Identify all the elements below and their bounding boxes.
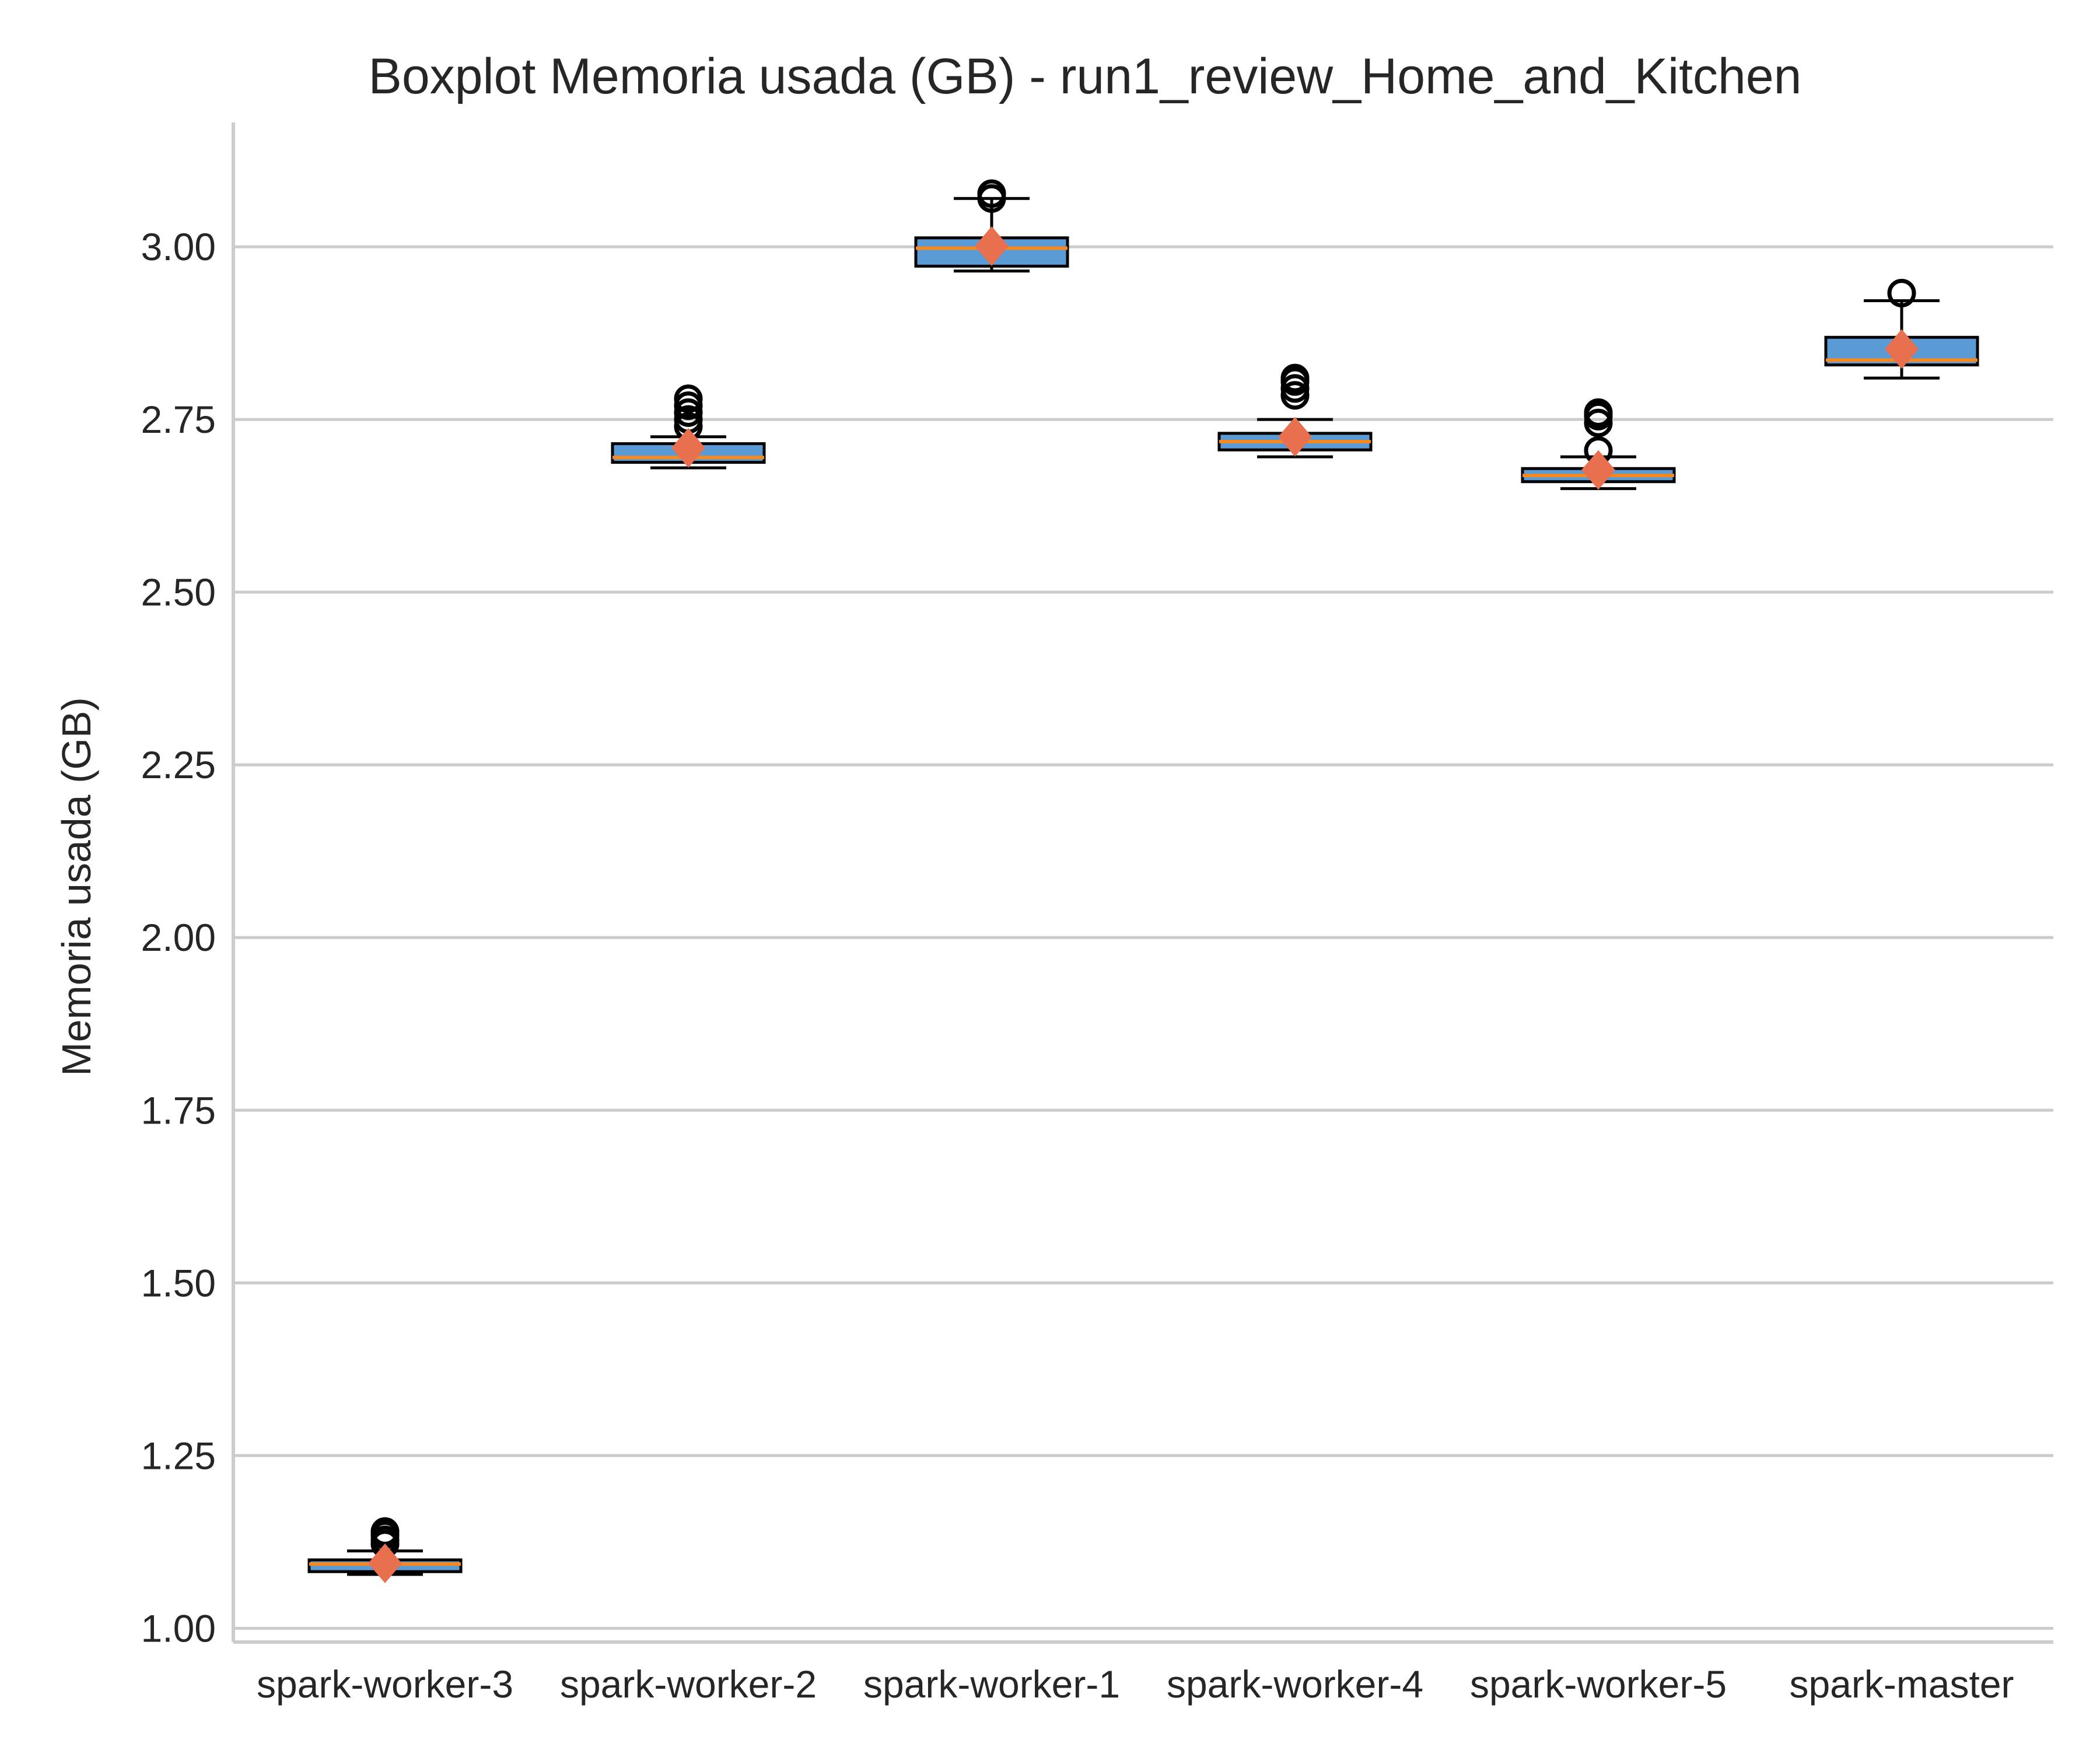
x-tick-label: spark-worker-3 <box>257 1662 513 1706</box>
box-spark-worker-1 <box>914 179 1069 273</box>
x-tick-label: spark-worker-4 <box>1167 1662 1423 1706</box>
mean-marker <box>1278 416 1312 457</box>
axes <box>232 123 2053 1644</box>
y-tick-label: 2.50 <box>141 570 216 614</box>
outlier-point <box>1887 278 1916 307</box>
outlier-point <box>977 179 1006 208</box>
y-tick-label: 3.00 <box>141 225 216 268</box>
outlier-point <box>674 384 703 414</box>
boxes <box>307 179 1979 1584</box>
box-spark-worker-3 <box>307 1517 463 1584</box>
mean-marker <box>975 226 1009 266</box>
x-tick-label: spark-worker-1 <box>863 1662 1120 1706</box>
box-spark-worker-5 <box>1521 398 1676 491</box>
y-tick-label: 1.25 <box>141 1434 216 1477</box>
mean-marker <box>368 1544 402 1584</box>
outlier-point <box>1280 363 1310 393</box>
y-tick-label: 2.25 <box>141 743 216 786</box>
mean-marker <box>671 428 705 468</box>
y-tick-label: 1.75 <box>141 1088 216 1132</box>
y-axis-label: Memoria usada (GB) <box>54 697 99 1076</box>
x-tick-labels: spark-worker-3 spark-worker-2 spark-worker… <box>257 1662 2014 1706</box>
outlier-point <box>1584 398 1613 427</box>
box-spark-worker-2 <box>611 384 766 470</box>
y-tick-labels: 1.00 1.25 1.50 1.75 2.00 2.25 2.50 2.75 3.00 <box>141 225 216 1650</box>
y-tick-label: 1.50 <box>141 1261 216 1304</box>
y-tick-label: 1.00 <box>141 1606 216 1650</box>
y-tick-label: 2.00 <box>141 916 216 959</box>
x-tick-label: spark-master <box>1789 1662 2014 1706</box>
x-tick-label: spark-worker-5 <box>1470 1662 1727 1706</box>
x-tick-label: spark-worker-2 <box>560 1662 817 1706</box>
box-spark-worker-4 <box>1217 363 1373 459</box>
box-spark-master <box>1824 278 1979 380</box>
y-tick-label: 2.75 <box>141 398 216 441</box>
mean-marker <box>1581 450 1615 490</box>
grid-lines <box>233 245 2053 1630</box>
chart-title: Boxplot Memoria usada (GB) - run1_review… <box>368 48 1801 104</box>
mean-marker <box>1885 329 1919 369</box>
